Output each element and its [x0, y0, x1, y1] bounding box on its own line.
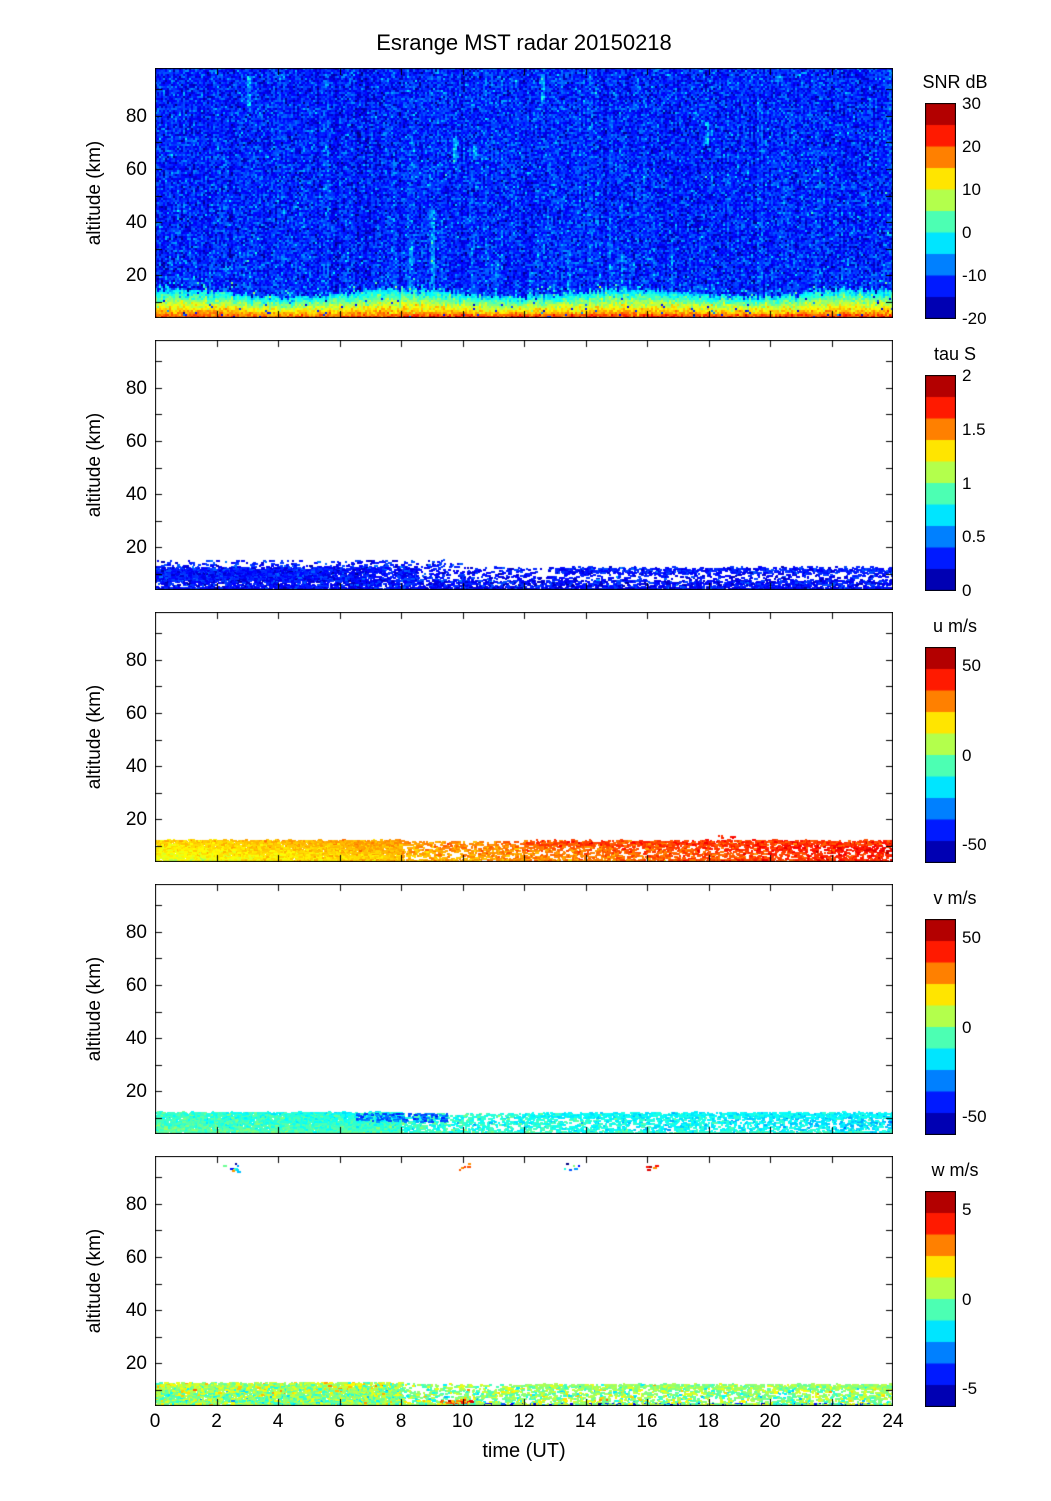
- y-tick-label: 80: [125, 1193, 147, 1215]
- y-tick-label: 60: [125, 703, 147, 725]
- panel-v: altitude (km) 20 40 60 80 v m/s 50 0 -50: [0, 884, 1051, 1135]
- y-tick-label: 40: [125, 212, 147, 234]
- colorbar-tick-label: 0.5: [962, 527, 986, 547]
- colorbar-tick-labels: 2 1.5 1 0.5 0: [962, 340, 1022, 599]
- colorbar-tick-label: -50: [962, 835, 987, 855]
- y-tick-label: 60: [125, 1247, 147, 1269]
- u-wind-scatter: [155, 612, 893, 862]
- colorbar-tick-labels: 50 0 -50: [962, 612, 1022, 862]
- x-tick-label: 0: [149, 1411, 161, 1432]
- colorbar-tick-label: 10: [962, 180, 981, 199]
- x-tick-label: 20: [759, 1411, 781, 1432]
- y-tick-label: 40: [125, 484, 147, 506]
- colorbar-tau: [925, 375, 956, 591]
- colorbar-title-v: v m/s: [933, 888, 977, 908]
- v-wind-scatter: [155, 884, 893, 1134]
- x-tick-label: 10: [451, 1411, 474, 1432]
- y-tick-labels: 20 40 60 80: [97, 1156, 147, 1406]
- colorbar-title-snr: SNR dB: [922, 72, 988, 92]
- colorbar-u: [925, 647, 956, 863]
- panel-tau: altitude (km) 20 40 60 80 tau S 2 1.5 1 0.5 0: [0, 340, 1051, 599]
- colorbar-tick-label: 0: [962, 581, 972, 600]
- colorbar-tick-label: 1.5: [962, 419, 986, 439]
- y-tick-label: 20: [125, 265, 147, 287]
- colorbar-tick-label: 50: [962, 655, 981, 675]
- x-tick-label: 12: [513, 1411, 535, 1432]
- colorbar-title-w: w m/s: [931, 1160, 979, 1180]
- x-tick-label: 14: [574, 1411, 597, 1432]
- y-tick-labels: 20 40 60 80: [97, 68, 147, 318]
- colorbar-tick-label: 0: [962, 223, 972, 242]
- x-tick-label: 22: [820, 1411, 843, 1432]
- colorbar-tick-labels: 5 0 -5: [962, 1156, 1022, 1406]
- colorbar-tick-label: 0: [962, 1289, 972, 1309]
- colorbar-tick-label: -10: [962, 266, 987, 285]
- x-axis-label: time (UT): [482, 1440, 566, 1462]
- x-tick-labels: 0 2 4 6 8 10 12 14 16 18 20 22 24: [0, 1412, 1051, 1436]
- y-tick-label: 20: [125, 537, 147, 559]
- colorbar-title-u: u m/s: [932, 616, 977, 636]
- x-tick-label: 8: [395, 1411, 407, 1432]
- y-tick-label: 40: [125, 756, 147, 778]
- colorbar-snr: [925, 103, 956, 319]
- colorbar-tick-label: -5: [962, 1379, 978, 1399]
- x-tick-label: 6: [334, 1411, 345, 1432]
- y-tick-labels: 20 40 60 80: [97, 340, 147, 590]
- colorbar-tick-label: 50: [962, 927, 981, 947]
- colorbar-tick-label: -20: [962, 309, 987, 328]
- y-tick-label: 80: [125, 105, 147, 127]
- colorbar-tick-label: 30: [962, 94, 981, 113]
- y-tick-label: 60: [125, 431, 147, 453]
- panel-snr: altitude (km) 20 40 60 80 SNR dB 30 20 10 0 -10…: [0, 68, 1051, 327]
- colorbar-tick-label: -50: [962, 1107, 987, 1127]
- y-tick-labels: 20 40 60 80: [97, 884, 147, 1134]
- y-tick-label: 20: [125, 809, 147, 831]
- y-tick-label: 60: [125, 159, 147, 181]
- colorbar-tick-label: 2: [962, 366, 972, 385]
- snr-heatmap: [155, 68, 893, 318]
- colorbar-w: [925, 1191, 956, 1407]
- tau-scatter: [155, 340, 893, 590]
- colorbar-tick-label: 0: [962, 745, 972, 765]
- chart-title: Esrange MST radar 20150218: [376, 30, 672, 55]
- x-tick-label: 24: [882, 1411, 904, 1432]
- colorbar-tick-labels: 30 20 10 0 -10 -20: [962, 68, 1022, 327]
- y-tick-label: 20: [125, 1081, 147, 1103]
- panel-w: altitude (km) 20 40 60 80 w m/s 5 0 -5: [0, 1156, 1051, 1407]
- colorbar-title-tau: tau S: [933, 344, 977, 364]
- x-tick-label: 18: [697, 1411, 720, 1432]
- w-wind-scatter: [155, 1156, 893, 1406]
- y-tick-label: 40: [125, 1028, 147, 1050]
- x-tick-label: 16: [636, 1411, 658, 1432]
- colorbar-v: [925, 919, 956, 1135]
- colorbar-tick-label: 0: [962, 1017, 972, 1037]
- y-tick-label: 80: [125, 649, 147, 671]
- y-tick-label: 20: [125, 1353, 147, 1375]
- colorbar-tick-label: 20: [962, 137, 981, 156]
- y-tick-label: 40: [125, 1300, 147, 1322]
- y-tick-label: 80: [125, 377, 147, 399]
- panel-u: altitude (km) 20 40 60 80 u m/s 50 0 -50: [0, 612, 1051, 863]
- colorbar-tick-labels: 50 0 -50: [962, 884, 1022, 1134]
- y-tick-label: 60: [125, 975, 147, 997]
- colorbar-tick-label: 5: [962, 1199, 972, 1219]
- x-tick-label: 4: [272, 1411, 284, 1432]
- y-tick-label: 80: [125, 921, 147, 943]
- y-tick-labels: 20 40 60 80: [97, 612, 147, 862]
- x-tick-label: 2: [211, 1411, 222, 1432]
- colorbar-tick-label: 1: [962, 473, 972, 493]
